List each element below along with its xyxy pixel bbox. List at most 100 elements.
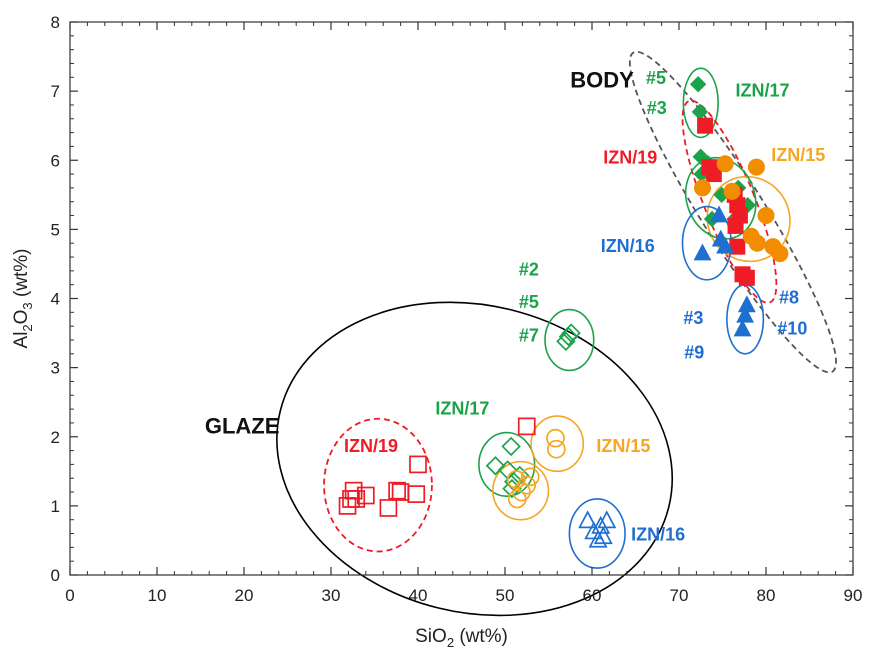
data-point [588,529,608,548]
data-point [693,179,711,197]
x-tick-label: 20 [235,586,254,605]
data-point [733,319,752,337]
axes-layer: 0 10 20 30 40 50 60 70 80 90 0 1 2 3 4 5 6 7 8 [51,13,863,605]
data-point [578,510,598,529]
annotation-label: #5 [646,68,666,88]
group-ellipse-8 [682,67,719,139]
annotation-label: IZN/16 [631,524,685,544]
y-tick-label: 5 [51,220,60,239]
data-point [757,207,775,225]
series-izn-19-glaze [338,417,536,517]
data-point [689,76,707,93]
data-point [705,166,722,183]
x-tick-label: 40 [409,586,428,605]
annotation-label: IZN/17 [736,81,790,101]
y-tick-label: 7 [51,82,60,101]
data-point [771,245,789,263]
group-label-body: BODY [570,68,634,93]
annotation-label: IZN/16 [601,236,655,256]
x-tick-label: 30 [322,586,341,605]
data-point [747,158,765,176]
series-izn-15-glaze [506,428,566,509]
annotation-label: IZN/19 [603,148,657,168]
y-tick-label: 6 [51,151,60,170]
data-point [737,295,756,313]
annotation-label: #9 [684,343,704,363]
group-ellipse-5 [530,415,585,473]
x-tick-label: 50 [496,586,515,605]
data-point [388,481,406,500]
data-point [723,182,741,200]
group-ellipse-2 [323,417,433,553]
data-point [347,490,366,508]
y-tick-label: 0 [51,566,60,585]
annotation-label: IZN/19 [344,436,398,456]
y-tick-label: 1 [51,497,60,516]
ellipse-layer [276,50,837,617]
data-point [517,475,537,495]
data-point [485,456,506,476]
group-ellipse-1 [628,50,837,374]
data-point [356,486,375,505]
x-tick-label: 0 [65,586,74,605]
data-point [736,305,755,323]
annotation-label: IZN/15 [771,145,825,165]
annotation-label: #8 [779,287,799,307]
annotation-label: #7 [519,325,539,345]
group-label-glaze: GLAZE [205,413,280,438]
group-ellipse-10 [706,175,791,263]
data-point [697,117,714,134]
x-tick-label: 10 [148,586,167,605]
annotation-label: #10 [777,318,807,338]
x-tick-label: 60 [583,586,602,605]
data-point [517,417,536,436]
group-ellipse-9 [681,99,778,304]
x-tick-label: 80 [757,586,776,605]
data-point [716,155,734,173]
data-point [748,234,766,252]
plot-frame [69,21,854,576]
data-point [710,205,728,223]
annotation-label: #5 [519,292,539,312]
x-axis-label: SiO2 (wt%) [415,626,508,649]
data-point [520,467,540,487]
data-point [506,470,526,489]
data-point [546,428,565,448]
series-izn-16-body [693,205,756,337]
annotation-label: IZN/15 [596,436,650,456]
data-point [546,439,566,459]
y-tick-label: 4 [51,290,60,309]
data-point [556,331,576,352]
y-axis-label: Al2O3 (wt%) [11,249,35,349]
data-point [409,455,427,474]
text-layer: SiO2 (wt%) Al2O3 (wt%) BODY GLAZE #5 #3 IZN/17… [11,68,825,649]
y-tick-label: 2 [51,428,60,447]
marker-layer [338,76,789,548]
y-tick-label: 8 [51,13,60,32]
y-tick-label: 3 [51,359,60,378]
data-point [561,323,581,343]
annotation-label: #3 [647,98,667,118]
data-point [501,436,521,457]
data-point [593,526,613,545]
group-ellipse-0 [276,301,674,617]
group-ellipse-4 [492,460,550,521]
data-point [407,485,426,503]
annotation-label: IZN/17 [435,399,489,419]
group-ellipse-7 [568,498,626,569]
series-izn-15-body [693,155,789,263]
annotation-label: #2 [519,260,539,280]
data-point [391,483,410,501]
data-point [727,217,744,234]
data-point [716,236,735,254]
data-point [379,499,398,517]
data-point [512,482,531,502]
x-tick-label: 70 [670,586,689,605]
data-point [738,269,755,286]
data-point [693,243,712,261]
x-tick-label: 90 [844,586,863,605]
data-point [597,510,617,529]
series-izn-16-glaze [578,510,617,548]
group-ellipse-6 [544,308,595,372]
